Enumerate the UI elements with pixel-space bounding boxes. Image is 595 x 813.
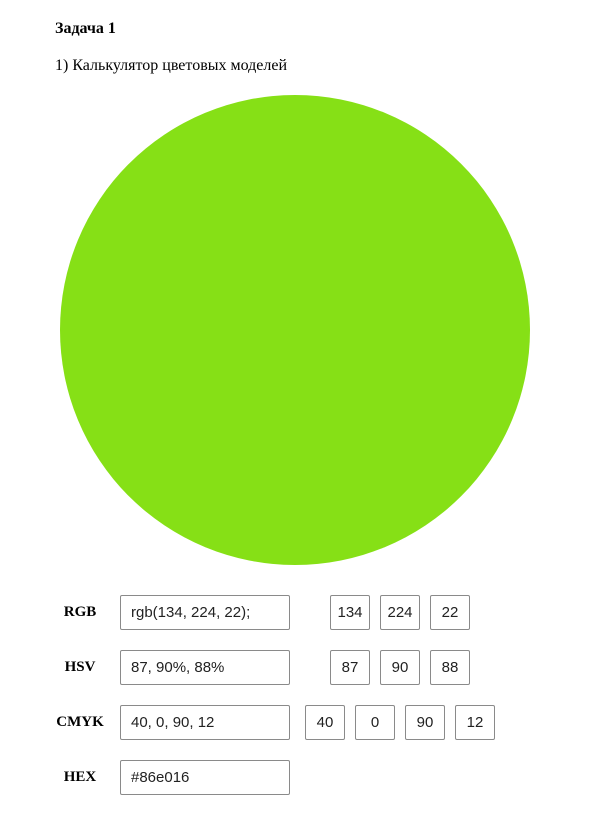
rgb-label: RGB bbox=[63, 604, 97, 620]
cmyk-m-input[interactable] bbox=[355, 705, 395, 740]
color-preview-circle bbox=[60, 95, 530, 565]
task-subtitle: 1) Калькулятор цветовых моделей bbox=[55, 57, 288, 74]
cmyk-c-input[interactable] bbox=[305, 705, 345, 740]
hex-text-input[interactable] bbox=[120, 760, 290, 795]
hsv-label: HSV bbox=[64, 659, 96, 675]
hsv-h-input[interactable] bbox=[330, 650, 370, 685]
cmyk-label: CMYK bbox=[56, 714, 104, 730]
rgb-r-input[interactable] bbox=[330, 595, 370, 630]
rgb-b-input[interactable] bbox=[430, 595, 470, 630]
cmyk-k-input[interactable] bbox=[455, 705, 495, 740]
hsv-text-input[interactable] bbox=[120, 650, 290, 685]
cmyk-y-input[interactable] bbox=[405, 705, 445, 740]
cmyk-text-input[interactable] bbox=[120, 705, 290, 740]
rgb-text-input[interactable] bbox=[120, 595, 290, 630]
hex-label: HEX bbox=[63, 769, 97, 785]
task-title: Задача 1 bbox=[55, 20, 116, 37]
rgb-g-input[interactable] bbox=[380, 595, 420, 630]
hsv-v-input[interactable] bbox=[430, 650, 470, 685]
hsv-s-input[interactable] bbox=[380, 650, 420, 685]
